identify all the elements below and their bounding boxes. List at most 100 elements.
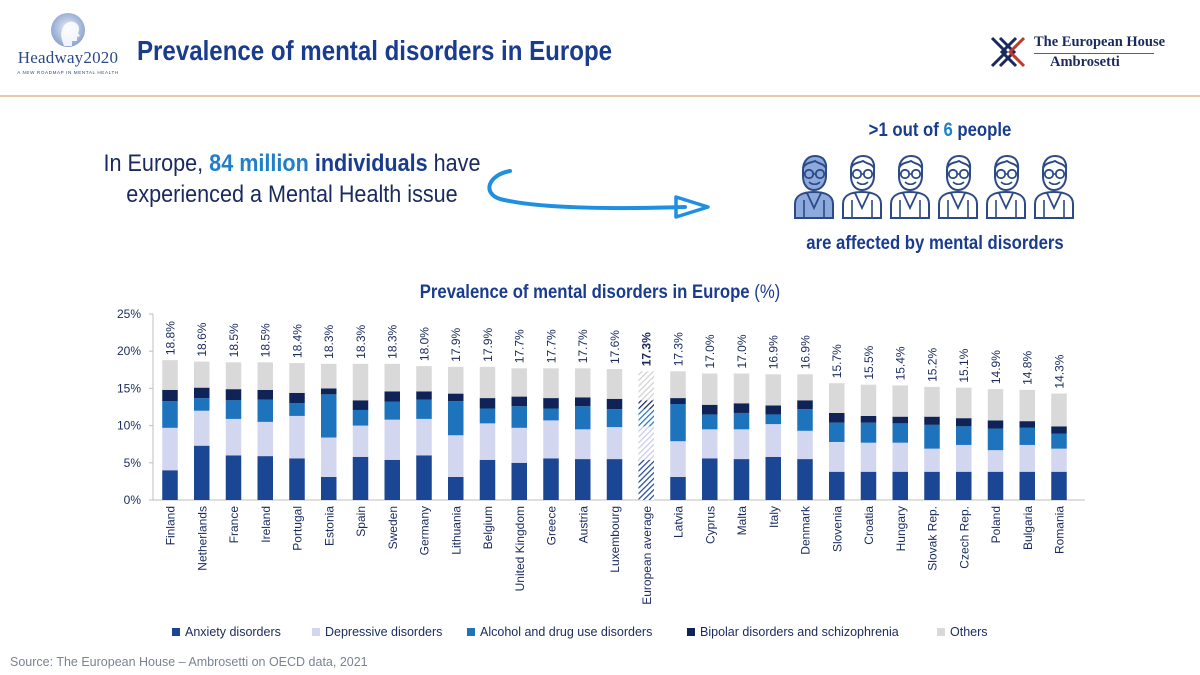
- bar-segment-alcohol: [606, 409, 623, 428]
- chart-legend: Anxiety disorders Depressive disorders Alc…: [172, 625, 1002, 643]
- bar-segment-bipolar: [448, 393, 464, 402]
- bar-segment-depressive: [384, 419, 400, 460]
- intro-part2: have: [433, 150, 481, 177]
- bar-segment-depressive: [479, 423, 496, 460]
- legend-swatch: [937, 628, 945, 636]
- bar-segment-depressive: [829, 441, 845, 472]
- x-tick-label: Czech Rep.: [957, 506, 971, 569]
- bar-segment-others: [416, 366, 432, 392]
- bar-united-kingdom: 17.7%: [511, 329, 527, 500]
- total-label: 14.9%: [989, 350, 1003, 384]
- bar-segment-depressive: [289, 415, 305, 459]
- total-label: 17.3%: [672, 332, 686, 366]
- bar-segment-alcohol: [765, 414, 781, 425]
- bar-spain: 18.3%: [352, 324, 369, 500]
- legend-label: Depressive disorders: [325, 625, 443, 639]
- bar-segment-depressive: [956, 444, 972, 472]
- total-label: 15.5%: [862, 345, 876, 379]
- people-ratio-number: 6: [943, 120, 953, 141]
- bar-segment-depressive: [543, 420, 559, 459]
- bar-segment-others: [543, 368, 559, 399]
- bar-segment-bipolar: [606, 398, 623, 410]
- bar-segment-alcohol: [702, 414, 718, 430]
- x-tick-label: Denmark: [799, 505, 813, 555]
- bar-segment-bipolar: [352, 400, 369, 410]
- bar-segment-depressive: [225, 418, 242, 456]
- bar-segment-bipolar: [702, 404, 718, 415]
- bar-cyprus: 17.0%: [702, 334, 718, 500]
- bar-italy: 16.9%: [765, 335, 781, 500]
- people-ratio-prefix: >1 out of: [868, 120, 939, 141]
- bar-segment-alcohol: [892, 423, 908, 443]
- bar-segment-depressive: [162, 427, 178, 471]
- bar-segment-alcohol: [321, 394, 337, 438]
- total-label: 17.6%: [608, 330, 622, 364]
- bar-segment-bipolar: [194, 387, 210, 399]
- bar-segment-alcohol: [956, 426, 972, 445]
- bar-germany: 18.0%: [416, 327, 432, 500]
- x-tick-label: Sweden: [386, 506, 400, 549]
- chart-title-unit: (%): [754, 282, 781, 303]
- bar-segment-others: [225, 362, 242, 390]
- intro-statement: In Europe, 84 million individuals have e…: [94, 148, 490, 210]
- bar-segment-bipolar: [860, 415, 877, 423]
- bar-segment-anxiety: [860, 471, 877, 500]
- intro-highlight-number: 84 million: [209, 150, 309, 177]
- x-tick-label: Netherlands: [195, 506, 209, 571]
- ambrosetti-emblem-icon: [990, 36, 1026, 68]
- legend-swatch: [172, 628, 180, 636]
- headway-wordmark: Headway2020: [17, 48, 119, 67]
- x-tick-label: Belgium: [481, 506, 495, 549]
- bar-segment-anxiety: [1019, 471, 1035, 500]
- bar-bulgaria: 14.8%: [1019, 351, 1035, 500]
- y-tick-label: 25%: [117, 307, 141, 321]
- bar-segment-bipolar: [1019, 421, 1035, 428]
- bar-segment-bipolar: [829, 412, 845, 423]
- person-icon-svg: [986, 154, 1026, 219]
- bar-segment-alcohol: [479, 408, 496, 424]
- head-profile-icon: [51, 13, 85, 47]
- x-tick-label: France: [227, 506, 241, 544]
- bar-segment-anxiety: [257, 456, 273, 500]
- bar-segment-bipolar: [162, 389, 178, 402]
- bar-segment-anxiety: [543, 458, 559, 500]
- bar-segment-alcohol: [511, 406, 527, 428]
- bar-latvia: 17.3%: [670, 332, 686, 500]
- bar-segment-alcohol: [670, 404, 686, 442]
- bar-segment-anxiety: [987, 471, 1004, 500]
- bar-segment-others: [765, 374, 781, 406]
- header-divider: [0, 95, 1200, 97]
- person-icon-svg: [842, 154, 882, 219]
- person-icon: [1032, 152, 1076, 225]
- bar-segment-anxiety: [511, 462, 527, 500]
- legend-swatch: [312, 628, 320, 636]
- bar-segment-depressive: [733, 429, 750, 460]
- person-icon: [840, 152, 884, 225]
- ambrosetti-divider: [1034, 53, 1154, 54]
- legend-label: Others: [950, 625, 988, 639]
- bar-segment-others: [829, 383, 845, 413]
- bar-segment-depressive: [987, 450, 1004, 472]
- x-tick-label: European average: [640, 506, 654, 605]
- total-label: 17.9%: [449, 327, 463, 361]
- x-tick-label: Finland: [164, 506, 178, 545]
- person-icon: [936, 152, 980, 225]
- total-label: 18.3%: [354, 324, 368, 358]
- legend-item-depressive: Depressive disorders: [312, 625, 442, 639]
- bar-segment-others: [321, 363, 337, 389]
- x-tick-label: Slovak Rep.: [926, 506, 940, 571]
- bar-croatia: 15.5%: [860, 345, 877, 500]
- bar-segment-depressive: [416, 418, 432, 456]
- bar-segment-anxiety: [733, 459, 750, 500]
- total-label: 18.5%: [227, 323, 241, 357]
- x-tick-label: Romania: [1053, 506, 1067, 554]
- total-label: 14.8%: [1021, 351, 1035, 385]
- bar-segment-anxiety: [829, 471, 845, 500]
- bar-segment-depressive: [352, 425, 369, 457]
- bar-segment-depressive: [924, 448, 940, 472]
- total-label: 16.9%: [767, 335, 781, 369]
- source-note: Source: The European House – Ambrosetti …: [10, 655, 368, 669]
- bar-segment-others: [860, 384, 877, 416]
- bar-segment-anxiety: [289, 458, 305, 500]
- bar-segment-alcohol: [225, 400, 242, 419]
